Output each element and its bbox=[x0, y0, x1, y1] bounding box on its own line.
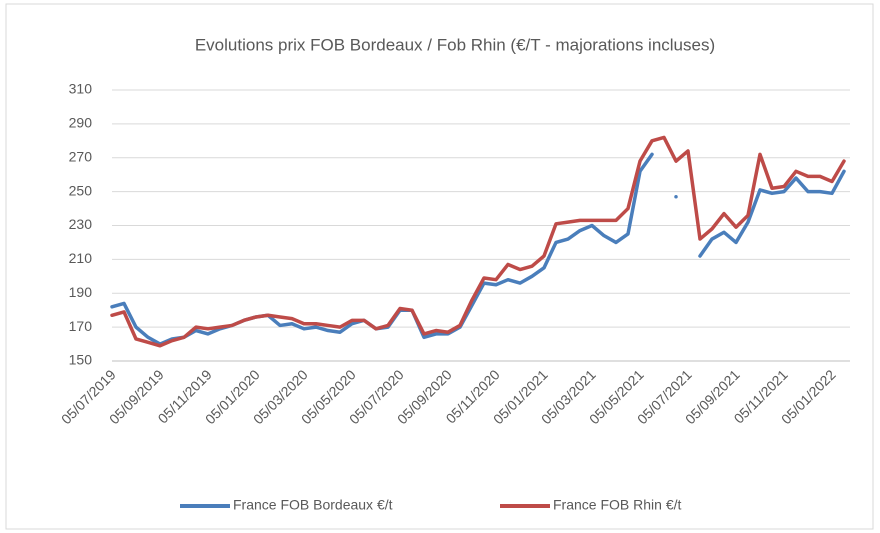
legend-label: France FOB Rhin €/t bbox=[553, 497, 681, 513]
y-tick-label: 290 bbox=[69, 115, 93, 131]
chart-frame bbox=[5, 3, 874, 530]
y-tick-label: 150 bbox=[69, 352, 93, 368]
chart-title: Evolutions prix FOB Bordeaux / Fob Rhin … bbox=[195, 35, 715, 54]
y-tick-label: 190 bbox=[69, 284, 93, 300]
y-tick-label: 270 bbox=[69, 148, 93, 164]
y-tick-label: 210 bbox=[69, 250, 93, 266]
legend-label: France FOB Bordeaux €/t bbox=[233, 497, 393, 513]
y-tick-label: 250 bbox=[69, 182, 93, 198]
y-tick-label: 170 bbox=[69, 318, 93, 334]
y-tick-label: 230 bbox=[69, 216, 93, 232]
y-tick-label: 310 bbox=[69, 81, 93, 97]
series-line bbox=[110, 135, 846, 348]
